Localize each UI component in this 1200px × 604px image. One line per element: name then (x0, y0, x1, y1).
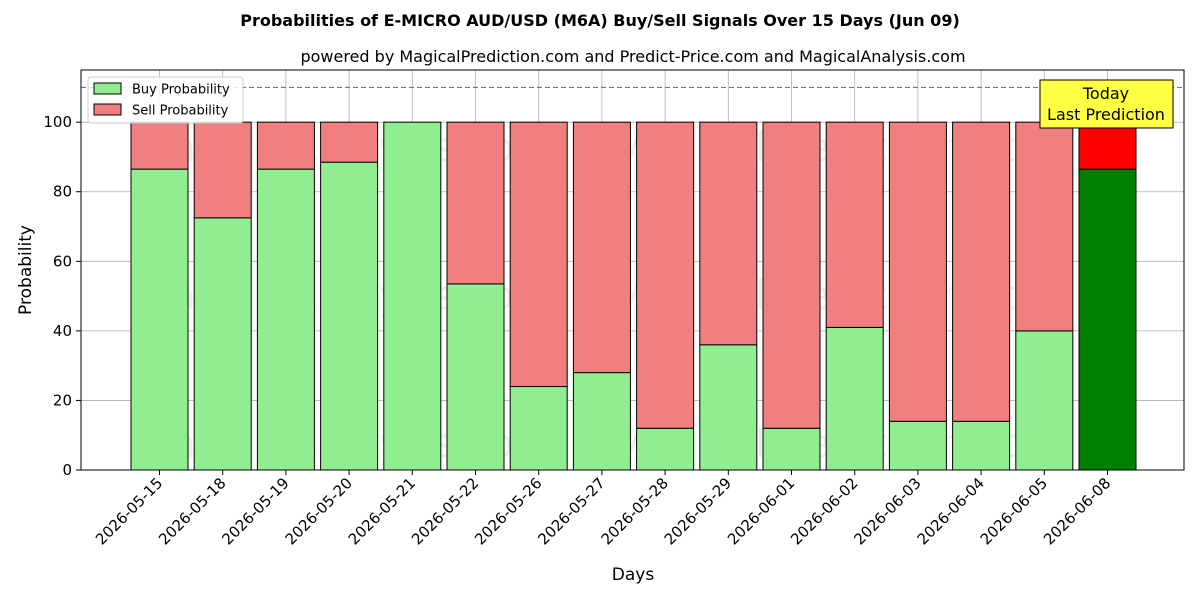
legend-label: Buy Probability (132, 83, 230, 98)
x-tick-label: 2026-05-22 (408, 474, 482, 548)
bar-sell-2026-06-01 (762, 121, 821, 429)
x-tick-label: 2026-06-05 (977, 474, 1051, 548)
bar-buy-2026-05-20 (320, 161, 379, 471)
bar-sell-2026-05-20 (320, 121, 379, 163)
bar-buy-2026-05-29 (699, 344, 758, 471)
bar-sell-2026-05-26 (509, 121, 568, 388)
x-tick-label: 2026-05-18 (155, 474, 229, 548)
bar-sell-2026-05-27 (572, 121, 631, 374)
x-tick-label: 2026-06-02 (787, 474, 861, 548)
x-axis-label: Days (612, 565, 655, 585)
x-tick-label: 2026-06-03 (850, 474, 924, 548)
bars (130, 121, 1137, 471)
bar-sell-2026-06-08 (1078, 121, 1137, 170)
x-tick-label: 2026-05-20 (282, 474, 356, 548)
bar-sell-2026-06-02 (825, 121, 884, 328)
legend-swatch (93, 103, 122, 116)
bar-sell-2026-05-18 (193, 121, 252, 219)
annotation-text: Last Prediction (1047, 105, 1165, 124)
y-tick-label: 0 (62, 461, 72, 479)
plot-frame (80, 69, 1185, 471)
bar-buy-2026-06-02 (825, 326, 884, 471)
chart-title: Probabilities of E-MICRO AUD/USD (M6A) B… (240, 11, 960, 30)
bar-sell-2026-06-04 (952, 121, 1011, 422)
bar-sell-2026-05-22 (446, 121, 505, 285)
x-tick-label: 2026-05-28 (598, 474, 672, 548)
x-tick-label: 2026-05-27 (534, 474, 608, 548)
x-tick-label: 2026-05-29 (661, 474, 735, 548)
bar-buy-2026-05-18 (193, 217, 252, 471)
bar-buy-2026-05-26 (509, 386, 568, 471)
bar-buy-2026-05-22 (446, 283, 505, 471)
x-tick-label: 2026-06-08 (1040, 474, 1114, 548)
y-axis-label: Probability (16, 225, 36, 315)
legend: Buy Probability Sell Probability (87, 76, 244, 124)
y-tick-label: 20 (53, 391, 72, 409)
y-tick-label: 80 (53, 183, 72, 201)
bar-sell-2026-05-19 (256, 121, 315, 170)
bar-buy-2026-06-08 (1078, 168, 1137, 471)
today-annotation: Today Last Prediction (1039, 79, 1174, 129)
bar-sell-2026-06-03 (888, 121, 947, 422)
bar-buy-2026-05-28 (636, 427, 695, 471)
bar-sell-2026-05-29 (699, 121, 758, 346)
y-tick-label: 40 (53, 322, 72, 340)
chart-subtitle: powered by MagicalPrediction.com and Pre… (300, 47, 965, 66)
bar-buy-2026-05-27 (572, 372, 631, 471)
annotation-box (1039, 79, 1174, 129)
bar-buy-2026-06-03 (888, 420, 947, 471)
annotation-text: Today (1082, 84, 1129, 103)
x-tick-label: 2026-05-26 (471, 474, 545, 548)
bar-sell-2026-05-28 (636, 121, 695, 429)
y-tick-label: 100 (43, 113, 72, 131)
legend-swatch (93, 82, 122, 95)
bar-buy-2026-06-01 (762, 427, 821, 471)
legend-box (87, 76, 244, 124)
bar-sell-2026-06-05 (1015, 121, 1074, 332)
bar-sell-2026-05-15 (130, 121, 189, 170)
x-tick-label: 2026-06-04 (914, 474, 988, 548)
x-tick-label: 2026-05-21 (345, 474, 419, 548)
bar-buy-2026-06-05 (1015, 330, 1074, 471)
bar-buy-2026-05-19 (256, 168, 315, 471)
x-tick-label: 2026-06-01 (724, 474, 798, 548)
bar-buy-2026-06-04 (952, 420, 1011, 471)
bar-buy-2026-05-15 (130, 168, 189, 471)
x-tick-label: 2026-05-15 (92, 474, 166, 548)
y-tick-label: 60 (53, 252, 72, 270)
y-axis: 0 20 40 60 80 100 (43, 113, 81, 479)
legend-label: Sell Probability (132, 104, 229, 119)
bar-buy-2026-05-21 (383, 121, 442, 471)
x-axis: 2026-05-152026-05-182026-05-192026-05-20… (92, 470, 1114, 548)
x-tick-label: 2026-05-19 (218, 474, 292, 548)
